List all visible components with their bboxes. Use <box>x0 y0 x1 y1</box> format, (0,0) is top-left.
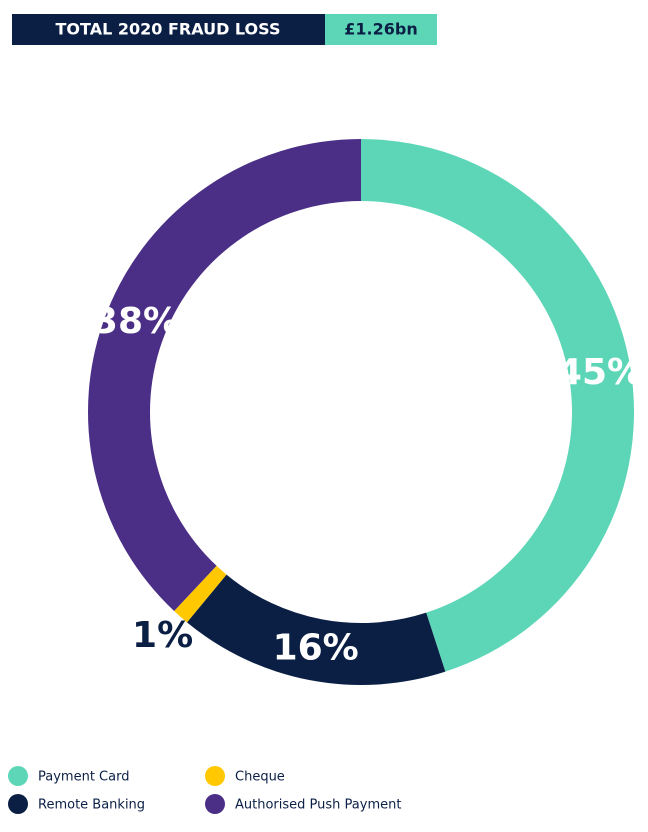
chart-title: TOTAL 2020 FRAUD LOSS <box>56 20 281 39</box>
legend-swatch <box>8 794 28 814</box>
value-label: 1% <box>132 615 193 656</box>
title-box <box>12 14 325 45</box>
legend-swatch <box>205 766 225 786</box>
legend-swatch <box>205 794 225 814</box>
legend-label: Authorised Push Payment <box>235 798 401 813</box>
legend-label: Remote Banking <box>38 798 145 813</box>
total-label: £1.26bn <box>344 20 417 39</box>
donut-segment <box>174 565 227 623</box>
donut-segment <box>361 139 635 672</box>
donut-segment <box>186 574 446 686</box>
legend-swatch <box>8 766 28 786</box>
legend-label: Payment Card <box>38 770 129 785</box>
value-label: 45% <box>557 352 643 393</box>
value-label: 38% <box>93 301 179 342</box>
legend-label: Cheque <box>235 770 285 785</box>
total-box <box>325 14 437 45</box>
value-label: 16% <box>273 628 359 669</box>
donut-segment <box>88 139 361 612</box>
